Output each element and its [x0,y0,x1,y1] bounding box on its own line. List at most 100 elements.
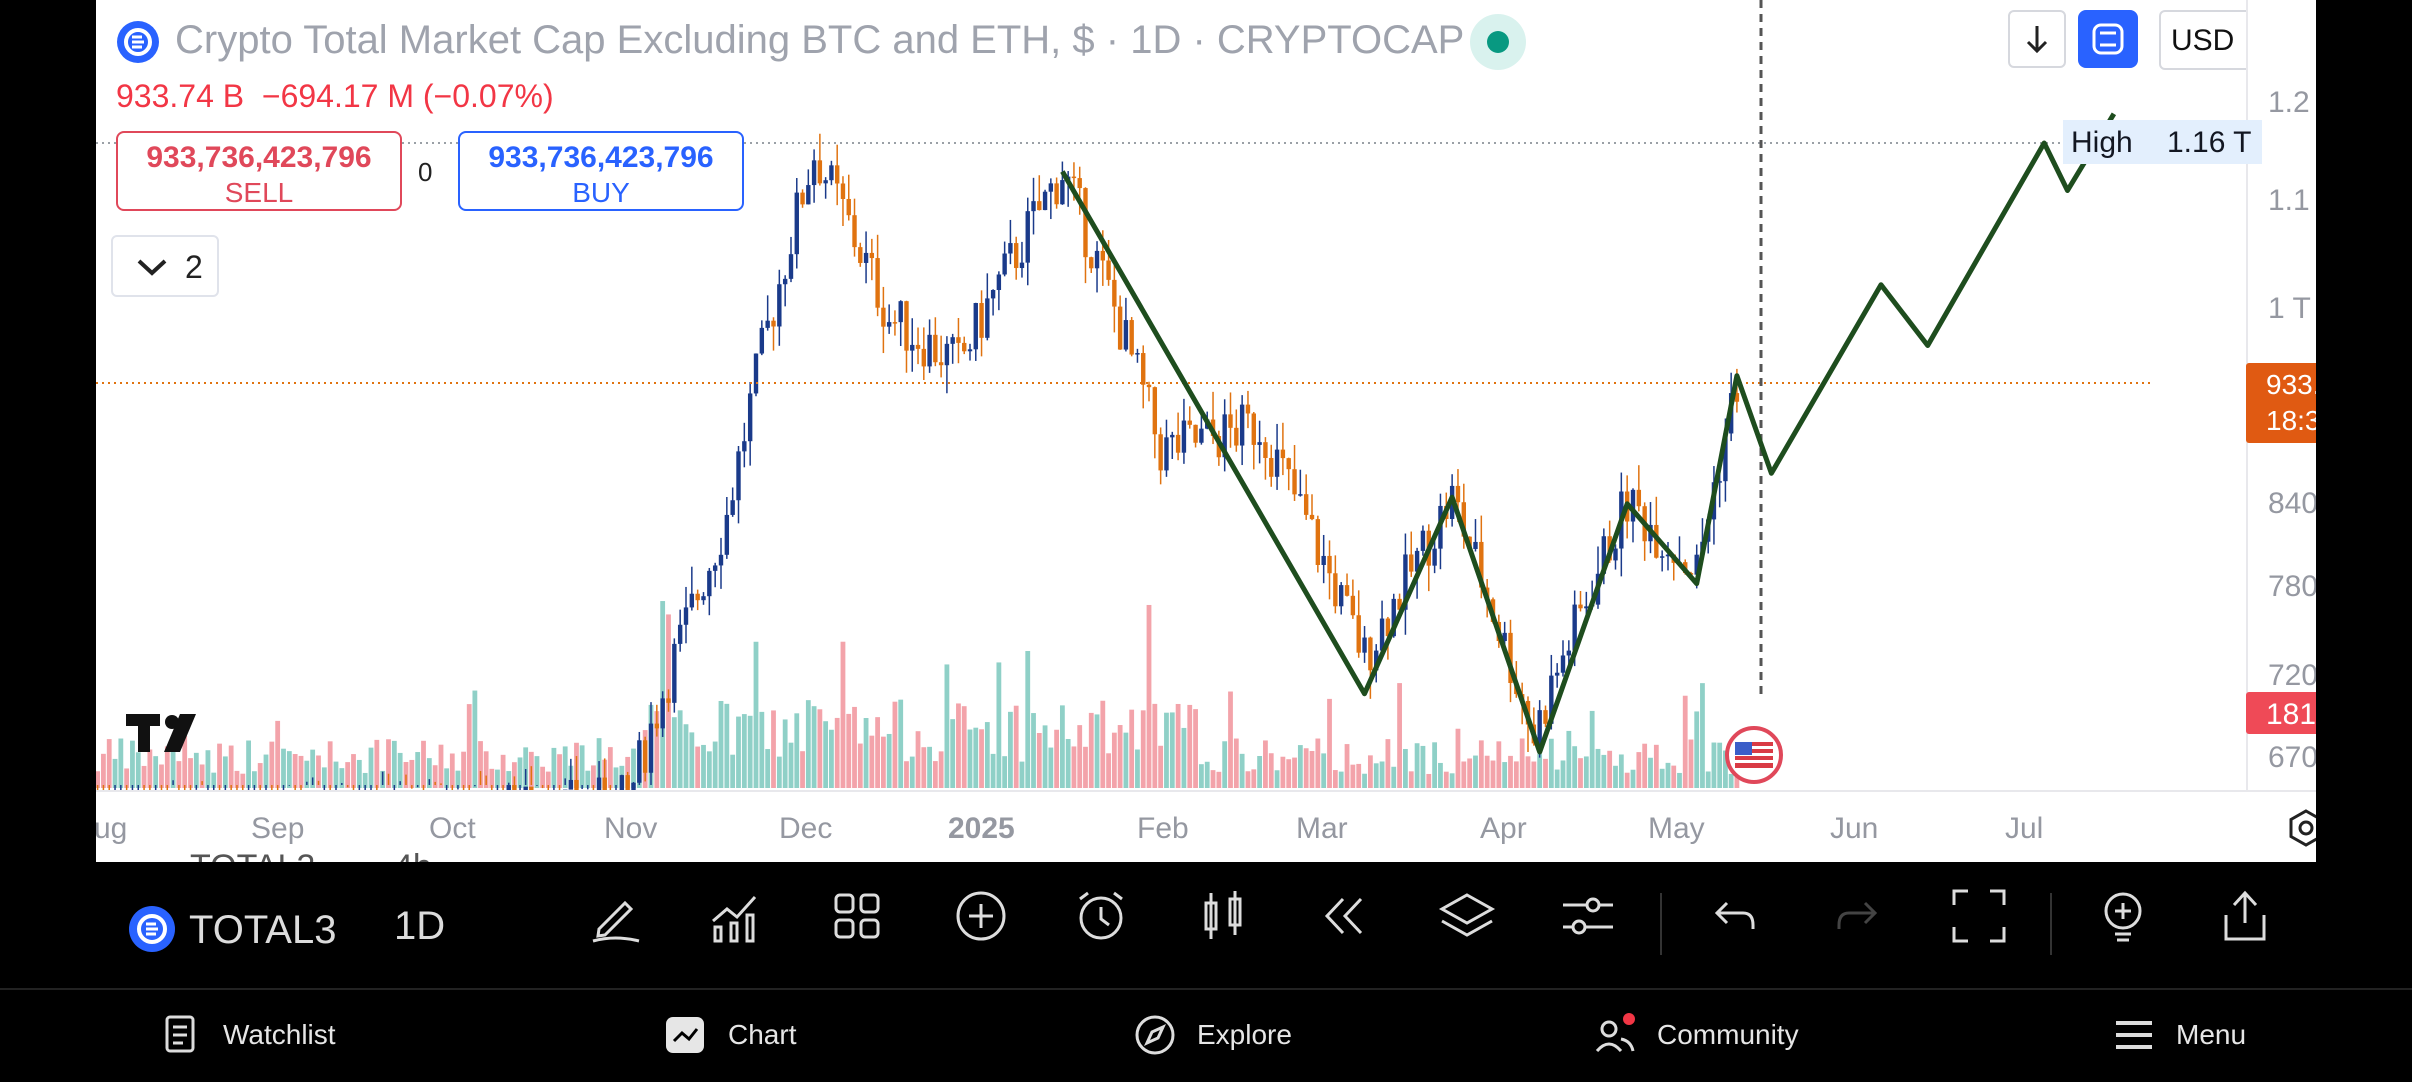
volume-bar [1625,773,1630,788]
scroll-to-latest-button[interactable] [2008,10,2066,68]
volume-bar [736,717,741,788]
volume-bar [1526,756,1531,788]
currency-value: USD [2171,24,2234,58]
candle-body [603,778,607,790]
volume-bar [1356,764,1361,788]
volume-bar [1170,712,1175,788]
add-plus-icon[interactable] [950,885,1012,947]
replay-rewind-icon[interactable] [1313,885,1375,947]
volume-bar [1391,767,1396,788]
volume-bar [1403,749,1408,788]
time-label: Mar [1296,812,1348,846]
interval-value[interactable]: 1D [394,904,445,949]
volume-bar [996,662,1001,788]
candle-body [1072,177,1076,179]
candle-body [1555,673,1559,676]
volume-bar [501,755,506,788]
volume-bar [956,703,961,788]
volume-bar [1421,746,1426,788]
volume-bar [1037,733,1042,788]
volume-bar [765,749,770,788]
indicators-icon[interactable] [705,885,767,947]
symbol-name[interactable]: TOTAL3 [189,908,336,953]
volume-bar [858,744,863,788]
volume-bar [1601,755,1606,788]
price-label: 840 B [2268,487,2316,521]
candle-body [968,349,972,351]
chart-panel[interactable]: Crypto Total Market Cap Excluding BTC an… [96,0,2316,862]
nav-menu[interactable]: Menu [2112,1010,2246,1060]
volume-bar [945,664,950,788]
time-label: Nov [604,812,657,846]
volume-bar [293,754,298,788]
candle-body [829,165,833,180]
nav-watchlist[interactable]: Watchlist [159,1010,336,1060]
nav-explore[interactable]: Explore [1133,1010,1292,1060]
tradingview-logo[interactable] [126,714,206,761]
candles-style-icon[interactable] [1192,885,1254,947]
nav-chart[interactable]: Chart [664,1010,796,1060]
volume-bar [287,751,292,788]
volume-bar [1228,692,1233,788]
volume-bar [269,742,274,788]
undo-icon[interactable] [1703,885,1765,947]
candle-body [574,780,578,790]
volume-bar [1409,771,1414,788]
volume-bar [1566,731,1571,788]
volume-bar [701,745,706,788]
alarm-clock-icon[interactable] [1070,885,1132,947]
chart-settings-button[interactable] [2286,808,2316,848]
candle-body [870,253,874,258]
candle-body [631,783,635,790]
candle-body [707,571,711,596]
market-status-icon[interactable] [1470,14,1526,70]
candle-body [852,215,856,247]
volume-bar [113,759,118,788]
volume-bar [724,704,729,788]
volume-bar [299,756,304,788]
share-export-icon[interactable] [2214,885,2276,947]
volume-bar [1205,762,1210,788]
volume-bar [1438,763,1443,788]
candle-body [1141,353,1145,385]
volume-bar [107,739,112,788]
volume-bar [841,642,846,788]
candle-body [1613,549,1617,561]
candle-body [812,160,816,185]
candle-body [1054,183,1058,204]
sell-button[interactable]: 933,736,423,796 SELL [116,131,402,211]
redo-icon[interactable] [1827,885,1889,947]
volume-bar [1152,704,1157,788]
ideas-lightbulb-icon[interactable] [2092,885,2154,947]
time-label: May [1648,812,1705,846]
candle-body [835,165,839,183]
time-label-year: 2025 [948,812,1015,846]
nav-community[interactable]: Community [1593,1010,1799,1060]
sell-label: SELL [118,177,400,209]
layout-grid-icon[interactable] [826,885,888,947]
volume-bar [1263,740,1268,788]
drawing-pen-icon[interactable] [585,885,647,947]
volume-bar [1286,759,1291,788]
time-label: Jul [2005,812,2043,846]
fullscreen-expand-icon[interactable] [1948,885,2010,947]
candle-body [1106,260,1110,279]
us-flag-icon[interactable] [1725,726,1783,784]
candle-body [655,724,659,729]
buy-button[interactable]: 933,736,423,796 BUY [458,131,744,211]
time-label: Feb [1137,812,1189,846]
fullscreen-toggle-button[interactable] [2078,10,2138,68]
volume-bar [1350,765,1355,788]
indicators-toggle-button[interactable]: 2 [111,235,219,297]
settings-sliders-icon[interactable] [1557,885,1619,947]
volume-bar [1717,743,1722,788]
candlestick-chart[interactable] [96,0,2156,790]
volume-bar [472,691,477,788]
layers-icon[interactable] [1436,885,1498,947]
volume-bar [1095,714,1100,788]
volume-bar [1648,758,1653,788]
candle-body [1164,437,1168,470]
chart-title[interactable]: Crypto Total Market Cap Excluding BTC an… [175,18,1464,63]
candle-body [979,303,983,338]
indicators-count: 2 [185,249,203,286]
